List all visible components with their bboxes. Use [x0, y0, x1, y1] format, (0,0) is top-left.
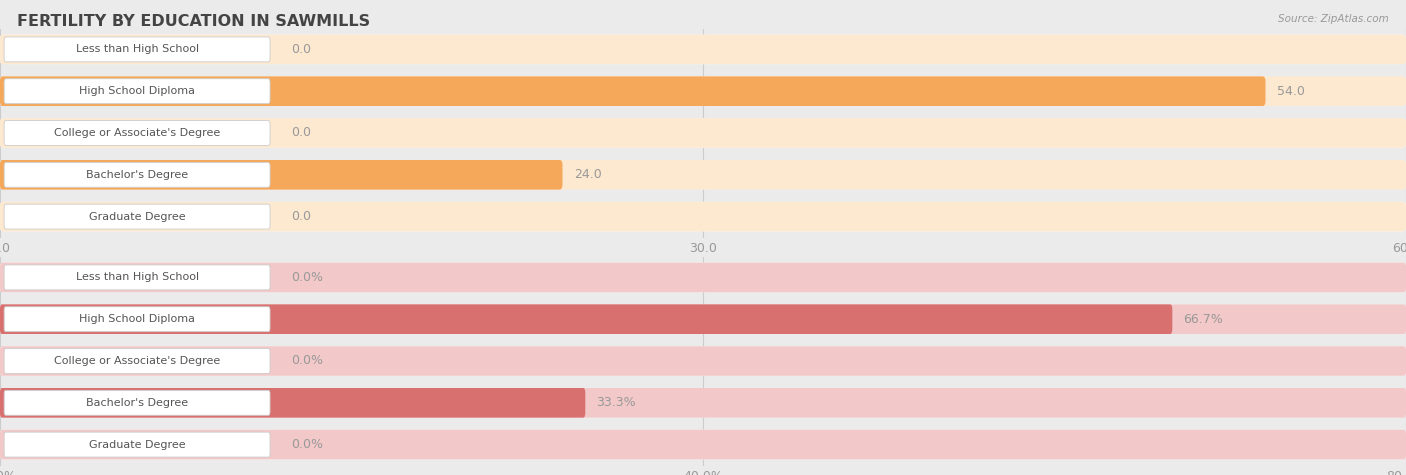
FancyBboxPatch shape: [4, 204, 270, 229]
FancyBboxPatch shape: [0, 160, 1406, 190]
FancyBboxPatch shape: [0, 202, 1406, 231]
FancyBboxPatch shape: [0, 76, 1406, 106]
Text: College or Associate's Degree: College or Associate's Degree: [53, 128, 221, 138]
Text: 24.0: 24.0: [574, 168, 602, 181]
FancyBboxPatch shape: [4, 432, 270, 457]
Text: FERTILITY BY EDUCATION IN SAWMILLS: FERTILITY BY EDUCATION IN SAWMILLS: [17, 14, 370, 29]
Text: College or Associate's Degree: College or Associate's Degree: [53, 356, 221, 366]
FancyBboxPatch shape: [0, 304, 1406, 334]
FancyBboxPatch shape: [0, 160, 1406, 190]
FancyBboxPatch shape: [0, 430, 1406, 459]
FancyBboxPatch shape: [0, 35, 1406, 64]
Text: Less than High School: Less than High School: [76, 44, 198, 55]
FancyBboxPatch shape: [0, 76, 1265, 106]
FancyBboxPatch shape: [4, 307, 270, 332]
FancyBboxPatch shape: [0, 388, 1406, 418]
FancyBboxPatch shape: [4, 121, 270, 145]
FancyBboxPatch shape: [0, 430, 1406, 459]
FancyBboxPatch shape: [4, 349, 270, 373]
Text: 0.0%: 0.0%: [291, 438, 323, 451]
FancyBboxPatch shape: [4, 37, 270, 62]
FancyBboxPatch shape: [0, 202, 1406, 231]
Text: 0.0: 0.0: [291, 126, 311, 140]
FancyBboxPatch shape: [0, 118, 1406, 148]
Text: Source: ZipAtlas.com: Source: ZipAtlas.com: [1278, 14, 1389, 24]
Text: 0.0%: 0.0%: [291, 354, 323, 368]
Text: 0.0%: 0.0%: [291, 271, 323, 284]
FancyBboxPatch shape: [0, 388, 1406, 418]
FancyBboxPatch shape: [0, 263, 1406, 292]
FancyBboxPatch shape: [0, 118, 1406, 148]
FancyBboxPatch shape: [0, 388, 585, 418]
FancyBboxPatch shape: [0, 263, 1406, 292]
FancyBboxPatch shape: [0, 160, 562, 190]
FancyBboxPatch shape: [4, 162, 270, 187]
Text: Bachelor's Degree: Bachelor's Degree: [86, 170, 188, 180]
Text: Graduate Degree: Graduate Degree: [89, 211, 186, 222]
Text: 0.0: 0.0: [291, 210, 311, 223]
FancyBboxPatch shape: [0, 346, 1406, 376]
FancyBboxPatch shape: [0, 304, 1406, 334]
Text: 66.7%: 66.7%: [1184, 313, 1223, 326]
Text: High School Diploma: High School Diploma: [79, 86, 195, 96]
Text: 0.0: 0.0: [291, 43, 311, 56]
FancyBboxPatch shape: [4, 390, 270, 415]
FancyBboxPatch shape: [0, 304, 1173, 334]
Text: High School Diploma: High School Diploma: [79, 314, 195, 324]
Text: 33.3%: 33.3%: [596, 396, 636, 409]
Text: Bachelor's Degree: Bachelor's Degree: [86, 398, 188, 408]
FancyBboxPatch shape: [0, 35, 1406, 64]
Text: Less than High School: Less than High School: [76, 272, 198, 283]
FancyBboxPatch shape: [0, 76, 1406, 106]
FancyBboxPatch shape: [0, 346, 1406, 376]
Text: Graduate Degree: Graduate Degree: [89, 439, 186, 450]
Text: 54.0: 54.0: [1277, 85, 1305, 98]
FancyBboxPatch shape: [4, 265, 270, 290]
FancyBboxPatch shape: [4, 79, 270, 104]
